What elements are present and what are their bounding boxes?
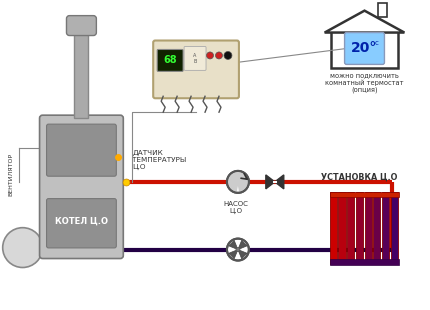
- Polygon shape: [275, 175, 284, 189]
- FancyBboxPatch shape: [157, 50, 183, 71]
- Bar: [391, 192, 398, 264]
- Polygon shape: [229, 173, 247, 191]
- Bar: [330, 192, 337, 264]
- Circle shape: [236, 248, 240, 252]
- FancyBboxPatch shape: [46, 199, 117, 248]
- FancyBboxPatch shape: [184, 46, 206, 70]
- Bar: [74, 29, 89, 118]
- Bar: [330, 259, 399, 264]
- Bar: [356, 192, 363, 264]
- Bar: [382, 192, 389, 264]
- Circle shape: [215, 52, 222, 59]
- Polygon shape: [238, 250, 247, 259]
- FancyBboxPatch shape: [46, 124, 117, 176]
- Bar: [330, 192, 399, 197]
- Text: КОТЕЛ Ц.О: КОТЕЛ Ц.О: [55, 217, 108, 226]
- Polygon shape: [266, 175, 275, 189]
- Circle shape: [3, 228, 43, 268]
- FancyBboxPatch shape: [40, 115, 123, 259]
- Circle shape: [224, 51, 232, 60]
- Bar: [373, 192, 381, 264]
- Text: можно подключить
комнатный термостат
(опция): можно подключить комнатный термостат (оп…: [325, 72, 404, 94]
- Text: c: c: [375, 39, 378, 46]
- Bar: [365, 192, 372, 264]
- Text: УСТАНОВКА Ц.О: УСТАНОВКА Ц.О: [321, 173, 398, 182]
- Circle shape: [227, 171, 249, 193]
- Polygon shape: [238, 241, 247, 250]
- Text: НАСОС
Ц.О: НАСОС Ц.О: [224, 201, 249, 214]
- Circle shape: [227, 239, 249, 260]
- Bar: [347, 192, 354, 264]
- FancyBboxPatch shape: [344, 33, 384, 64]
- Bar: [331, 31, 399, 69]
- Text: A
B: A B: [194, 53, 197, 64]
- Circle shape: [206, 52, 214, 59]
- Bar: [378, 3, 387, 17]
- Text: ВЕНТИЛЯТОР: ВЕНТИЛЯТОР: [8, 153, 13, 197]
- Polygon shape: [229, 241, 238, 250]
- FancyBboxPatch shape: [67, 16, 96, 36]
- Text: ДАТЧИК
ТЕМПЕРАТУРЫ
Ц.О: ДАТЧИК ТЕМПЕРАТУРЫ Ц.О: [132, 150, 187, 170]
- Text: 68: 68: [163, 55, 177, 65]
- FancyBboxPatch shape: [153, 41, 239, 98]
- Polygon shape: [229, 250, 238, 259]
- Bar: [338, 192, 345, 264]
- Text: 20°: 20°: [351, 42, 378, 55]
- Polygon shape: [325, 11, 404, 33]
